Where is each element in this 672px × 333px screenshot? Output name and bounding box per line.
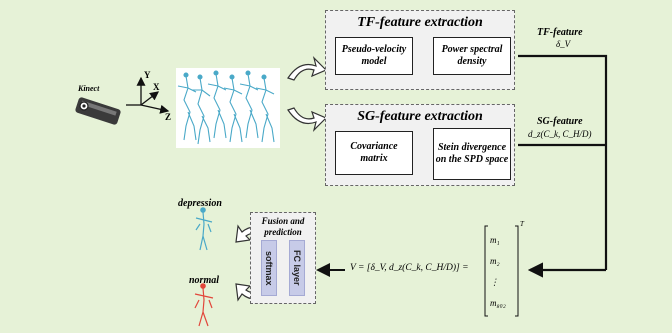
sg-feature-symbol: d_z(C_k, C_H/D) <box>528 129 592 139</box>
fc-layer-label: FC layer <box>292 250 302 286</box>
transpose-sup: T <box>520 220 524 228</box>
feature-bus <box>518 54 608 278</box>
fusion-title: Fusion and prediction <box>261 216 305 237</box>
psd-box: Power spectral density <box>433 37 511 75</box>
softmax-label: softmax <box>264 250 274 286</box>
skeleton-frame-2 <box>192 74 211 145</box>
kinect-device-icon <box>75 97 121 125</box>
normal-label: normal <box>189 275 220 286</box>
kinect-label: Kinect <box>78 84 100 93</box>
sg-feature-label: SG-feature <box>537 116 583 127</box>
normal-skeleton <box>194 283 214 327</box>
axis-y-label: Y <box>144 70 151 80</box>
curved-arrow-icon-sg <box>287 107 328 132</box>
depression-label: depression <box>178 198 222 209</box>
pseudo-velocity-box: Pseudo-velocity model <box>335 37 413 75</box>
tf-feature-symbol: δ_V <box>556 39 571 49</box>
skeleton-frame-1 <box>177 72 197 141</box>
sg-title: SG-feature extraction <box>357 109 483 124</box>
tf-feature-label: TF-feature <box>537 27 583 38</box>
axis-z-label: Z <box>165 112 172 122</box>
skeleton-frame-3 <box>207 70 227 139</box>
vector-entry-2: m₂ <box>490 256 500 266</box>
feature-vector: m₁ m₂ ⋮ m₈₀₂ <box>490 230 516 314</box>
skeleton-frame-6 <box>255 74 275 143</box>
fusion-equation: V = [δ_V, d_z(C_k, C_H/D)] = <box>350 263 469 273</box>
curved-arrow-icon-tf <box>287 56 328 81</box>
skeleton-frame-5 <box>239 70 259 139</box>
fusion-panel: Fusion and prediction <box>250 212 316 304</box>
covariance-box: Covariance matrix <box>335 131 413 175</box>
fc-layer-bar: FC layer <box>289 240 305 296</box>
skeleton-sequence <box>176 68 280 148</box>
vector-entry-4: m₈₀₂ <box>490 298 506 308</box>
axes-icon <box>126 76 170 114</box>
skeleton-frame-4 <box>223 74 243 143</box>
vector-bracket <box>484 225 519 317</box>
stein-divergence-box: Stein divergence on the SPD space <box>433 128 511 180</box>
vector-entry-1: m₁ <box>490 235 500 245</box>
vector-entry-3: ⋮ <box>490 277 499 287</box>
depression-skeleton <box>195 207 213 251</box>
softmax-bar: softmax <box>261 240 277 296</box>
axis-x-label: X <box>153 82 160 92</box>
tf-title: TF-feature extraction <box>357 15 483 30</box>
